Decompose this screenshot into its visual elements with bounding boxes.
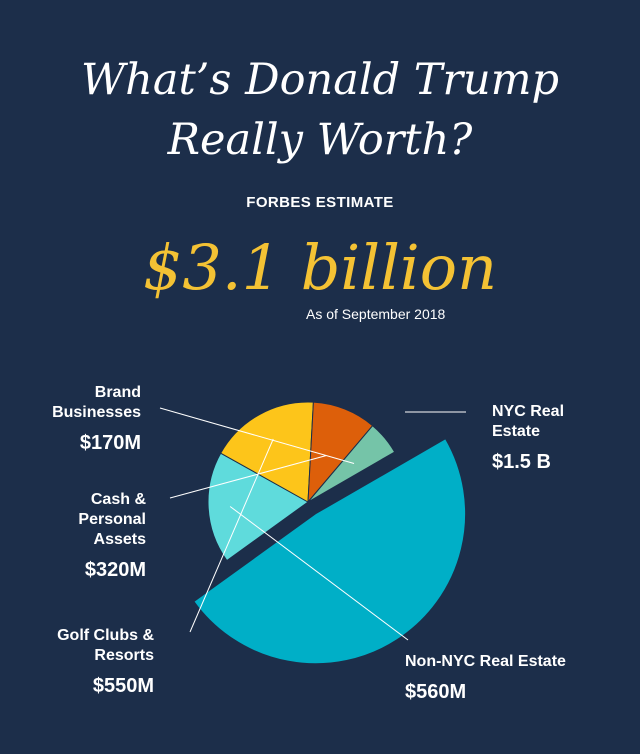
eyebrow-label: FORBES ESTIMATE <box>246 194 394 211</box>
label-name: Non-NYC Real Estate <box>405 653 566 670</box>
leader-line-non-nyc-real-estate <box>229 506 409 641</box>
title-line-1: What’s Donald Trump <box>80 55 560 105</box>
as-of-date: As of September 2018 <box>306 306 446 322</box>
label-value: $550M <box>92 675 154 697</box>
label-name: Golf Clubs & <box>57 627 154 644</box>
title-line-2: Really Worth? <box>167 115 473 165</box>
leader-line-brand-businesses <box>159 407 355 465</box>
label-value: $320M <box>84 559 146 581</box>
leader-line-cash-personal-assets <box>169 455 327 499</box>
label-name: NYC Real <box>492 403 565 420</box>
leader-line-golf-clubs <box>189 438 274 633</box>
label-non-nyc-real-estate: Non-NYC Real Estate $560M <box>405 652 566 702</box>
label-value: $560M <box>405 681 467 703</box>
label-name: Resorts <box>94 647 154 664</box>
label-name: Assets <box>93 531 146 548</box>
label-value: $170M <box>79 432 141 454</box>
label-golf-clubs: Golf Clubs & Resorts $550M <box>30 626 154 696</box>
label-cash-personal-assets: Cash & Personal Assets $320M <box>30 490 146 580</box>
pie-slice-golf-clubs <box>220 401 314 503</box>
label-name: Personal <box>78 511 146 528</box>
label-value: $1.5 B <box>492 451 551 473</box>
label-name: Brand <box>94 384 141 401</box>
pie-slice-non-nyc-real-estate <box>207 452 309 562</box>
pie-slice-nyc-real-estate <box>193 438 467 665</box>
page-title: What’s Donald Trump Really Worth? <box>0 50 640 170</box>
label-name: Estate <box>492 423 541 440</box>
total-worth: $3.1 billion <box>142 231 498 304</box>
label-name: Businesses <box>52 404 141 421</box>
pie-slice-brand-businesses <box>307 424 396 503</box>
label-brand-businesses: Brand Businesses $170M <box>30 383 141 453</box>
label-name: Cash & <box>90 491 146 508</box>
label-nyc-real-estate: NYC Real Estate $1.5 B <box>492 402 564 472</box>
